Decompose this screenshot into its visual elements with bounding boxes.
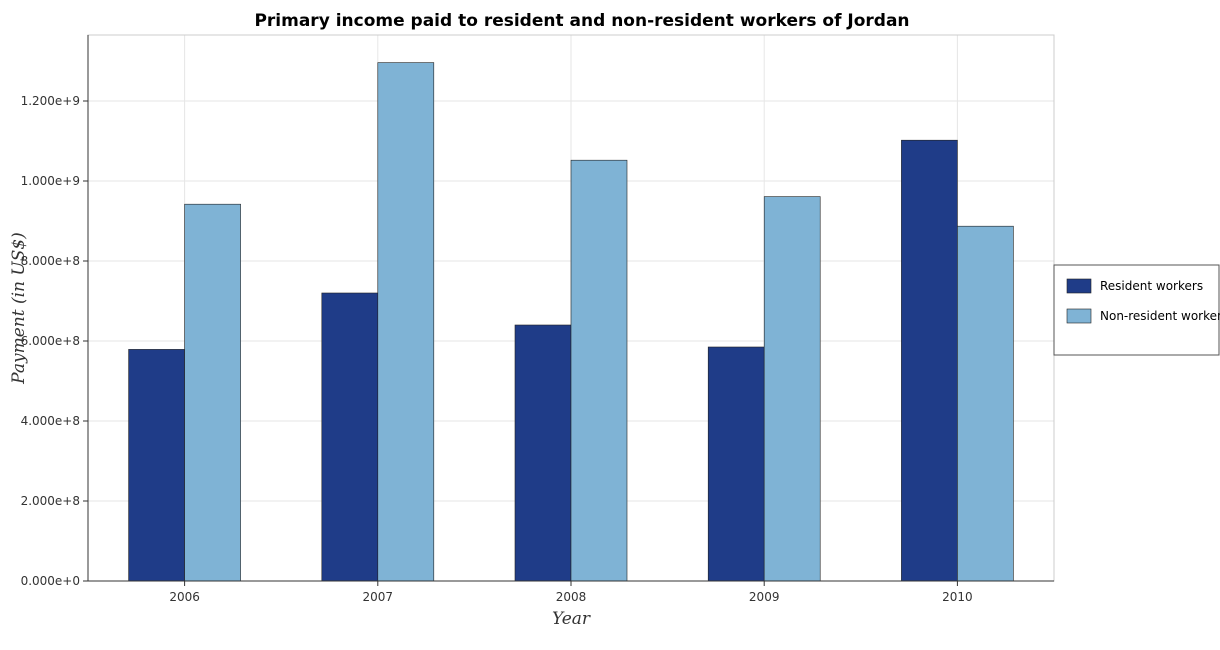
- legend-label: Resident workers: [1100, 279, 1203, 293]
- y-axis-title: Payment (in US$): [9, 232, 29, 385]
- y-tick-label: 0.000e+0: [21, 574, 80, 588]
- x-tick-label: 2008: [556, 590, 587, 604]
- x-tick-label: 2006: [169, 590, 200, 604]
- x-axis-title: Year: [552, 609, 591, 629]
- chart-title: Primary income paid to resident and non-…: [254, 11, 909, 31]
- bar-resident-2006: [128, 349, 185, 582]
- x-tick-labels: 2006 2007 2008 2009 2010: [169, 581, 973, 604]
- bar-non-resident-2008: [570, 159, 628, 582]
- y-tick-label: 8.000e+8: [21, 254, 80, 268]
- y-tick-label: 6.000e+8: [21, 334, 80, 348]
- x-tick-label: 2009: [749, 590, 780, 604]
- bar-non-resident-2007: [377, 62, 435, 582]
- legend-swatch: [1066, 278, 1092, 294]
- bars: [128, 62, 1014, 582]
- bar-non-resident-2009: [763, 196, 821, 582]
- y-tick-label: 1.000e+9: [21, 174, 80, 188]
- y-tick-labels: 0.000e+0 2.000e+8 4.000e+8 6.000e+8 8.000e+8…: [21, 94, 88, 588]
- bar-non-resident-2010: [957, 225, 1014, 582]
- legend-label: Non-resident workers: [1100, 309, 1220, 323]
- legend: Resident workers Non-resident workers: [1053, 264, 1220, 356]
- y-tick-label: 4.000e+8: [21, 414, 80, 428]
- legend-swatch: [1066, 308, 1092, 324]
- bar-resident-2010: [901, 139, 958, 582]
- bar-resident-2009: [707, 346, 765, 582]
- y-tick-label: 1.200e+9: [21, 94, 80, 108]
- bar-resident-2007: [321, 292, 379, 582]
- x-tick-label: 2010: [942, 590, 973, 604]
- bar-resident-2008: [514, 324, 572, 582]
- y-tick-label: 2.000e+8: [21, 494, 80, 508]
- x-tick-label: 2007: [363, 590, 394, 604]
- bar-non-resident-2006: [184, 203, 241, 582]
